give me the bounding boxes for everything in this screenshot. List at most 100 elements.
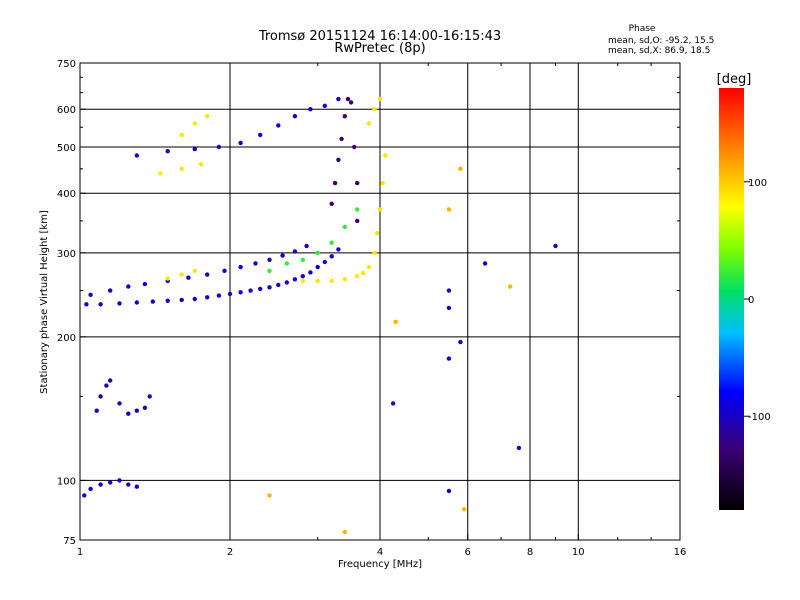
data-point-F-trace-O-yellow	[355, 274, 360, 279]
data-point-F-trace-O-low	[134, 300, 139, 305]
data-point-multi-hop-yellow	[179, 166, 184, 171]
data-point-F-trace-vertical	[352, 144, 357, 150]
data-point-F-trace-O-cyan	[284, 261, 289, 266]
x-axis-ticks: 1 2 4 6 8 10 16	[77, 63, 686, 558]
data-point-F-trace-O-yellow	[315, 278, 320, 284]
data-point-multi-hop-500	[276, 123, 281, 128]
data-point-F-trace-O-yellow	[366, 264, 372, 270]
data-point-E-trace-mid	[117, 401, 122, 406]
data-point-scattered-warm	[446, 207, 452, 212]
x-tick-label: 6	[465, 547, 471, 558]
data-point-F-trace-O-yellow	[383, 153, 388, 158]
y-tick-label: 300	[57, 249, 76, 260]
data-point-multi-hop-500	[238, 140, 243, 146]
data-point-F-trace-O-low	[84, 302, 89, 307]
data-point-F-trace-O-yellow	[192, 268, 197, 273]
data-point-F-trace-O-low	[322, 259, 327, 265]
data-point-F-trace-O-yellow	[342, 277, 347, 282]
data-point-F-trace-O-upper	[205, 272, 210, 277]
data-point-F-trace-O-low	[192, 296, 197, 302]
data-point-E-trace-low	[82, 493, 87, 498]
data-point-E-trace-mid	[126, 411, 131, 416]
data-point-F-trace-O-low	[98, 302, 103, 307]
data-point-F-trace-O-yellow	[375, 230, 380, 236]
data-point-F-trace-O-cyan	[267, 268, 272, 273]
data-point-F-trace-O-yellow	[372, 250, 377, 255]
y-tick-label: 750	[57, 59, 76, 70]
y-tick-label: 200	[57, 333, 76, 344]
colorbar-tick-label: 100	[748, 178, 767, 189]
phase-info-x: mean, sd,X: 86.9, 18.5	[608, 46, 710, 56]
data-point-F-trace-O-low	[117, 301, 122, 306]
data-point-F-trace-O-low	[336, 247, 341, 252]
data-point-F-trace-O-low	[165, 298, 170, 303]
colorbar-tick-label: 0	[748, 295, 754, 306]
data-point-F-trace-O-low	[150, 299, 155, 304]
data-point-multi-hop-500	[292, 114, 298, 119]
data-point-F-trace-O-upper	[222, 268, 227, 273]
data-point-F-trace-O-yellow	[380, 180, 385, 186]
data-point-F-trace-O-low	[238, 290, 243, 295]
data-point-E-trace-low	[88, 486, 93, 492]
data-point-F-trace-O-low	[267, 285, 272, 290]
colorbar-gradient	[719, 88, 744, 510]
data-point-F-trace-O-low	[292, 277, 298, 282]
y-tick-label: 100	[57, 476, 76, 487]
phase-info-o: mean, sd,O: -95.2, 15.5	[608, 36, 714, 46]
data-point-multi-hop-yellow	[205, 114, 210, 119]
data-point-F-trace-O-upper	[142, 281, 148, 287]
data-point-scattered	[446, 488, 452, 494]
data-point-multi-hop-yellow	[377, 96, 383, 102]
data-point-F-trace-O-cyan	[329, 240, 334, 245]
data-point-F-trace-vertical	[355, 180, 360, 186]
data-point-scattered	[553, 243, 558, 249]
data-point-F-trace-O-cyan	[342, 224, 347, 230]
data-point-F-trace-O-low	[227, 291, 233, 297]
data-point-F-trace-O-upper	[238, 264, 243, 270]
data-point-F-trace-O-low	[284, 280, 289, 285]
data-point-F-trace-vertical	[332, 180, 338, 186]
data-point-multi-hop-yellow	[179, 132, 184, 138]
data-point-F-trace-O-low	[216, 293, 222, 298]
colorbar: [deg] 100 0 -100	[717, 72, 771, 510]
data-point-E-trace-mid	[134, 408, 139, 413]
x-tick-label: 10	[572, 547, 585, 558]
data-point-E-trace-mid	[108, 378, 113, 383]
data-point-E-trace-mid	[98, 394, 103, 399]
data-point-F-trace-O-yellow	[360, 270, 366, 276]
colorbar-tick-label: -100	[748, 412, 771, 423]
data-point-scattered	[446, 288, 452, 293]
data-point-E-trace-low	[126, 482, 131, 487]
phase-info-title: Phase	[629, 24, 656, 34]
data-point-F-trace-O-low	[276, 282, 281, 288]
data-point-F-trace-O-upper	[108, 288, 113, 293]
data-point-F-trace-vertical	[345, 96, 351, 102]
data-point-scattered	[390, 401, 396, 406]
data-point-multi-hop-500	[216, 144, 222, 150]
data-point-E-trace-low	[134, 484, 139, 489]
data-point-F-trace-O-upper	[126, 284, 131, 289]
y-axis-label: Stationary phase Virtual Height [km]	[39, 210, 50, 394]
data-point-E-trace-low	[108, 480, 113, 485]
data-point-multi-hop-500	[165, 149, 170, 154]
y-tick-label: 500	[57, 143, 76, 154]
y-tick-label: 75	[63, 536, 76, 547]
data-point-scattered	[446, 305, 452, 311]
data-point-F-trace-O-yellow	[179, 272, 184, 277]
data-point-multi-hop-yellow	[198, 162, 204, 167]
data-point-multi-hop-500	[322, 103, 327, 109]
phase-info: Phase mean, sd,O: -95.2, 15.5 mean, sd,X…	[608, 24, 714, 56]
data-point-multi-hop-500	[336, 96, 341, 102]
data-point-multi-hop-500	[258, 132, 263, 138]
data-point-F-trace-O-low	[179, 297, 184, 303]
data-point-F-trace-O-yellow	[165, 276, 170, 281]
x-tick-label: 4	[377, 547, 383, 558]
data-point-F-trace-O-cyan	[300, 257, 305, 262]
data-point-F-trace-O-yellow	[329, 278, 334, 284]
data-point-scattered-warm	[393, 319, 398, 324]
data-point-F-trace-O-cyan	[315, 250, 320, 255]
data-points	[82, 96, 558, 535]
data-point-F-trace-vertical	[336, 157, 341, 162]
data-point-scattered	[482, 261, 488, 266]
data-point-F-trace-O-upper	[267, 257, 272, 262]
